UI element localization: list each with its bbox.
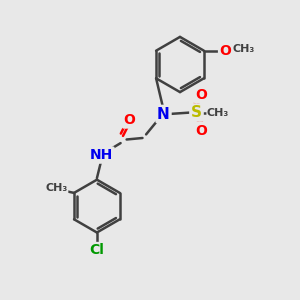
Text: O: O [124, 113, 136, 127]
Text: O: O [195, 88, 207, 101]
Text: S: S [191, 105, 202, 120]
Text: CH₃: CH₃ [46, 183, 68, 194]
Text: CH₃: CH₃ [233, 44, 255, 54]
Text: NH: NH [90, 148, 113, 162]
Text: CH₃: CH₃ [207, 107, 229, 118]
Text: O: O [220, 44, 231, 58]
Text: Cl: Cl [89, 244, 104, 257]
Text: O: O [195, 124, 207, 137]
Text: N: N [157, 106, 170, 122]
